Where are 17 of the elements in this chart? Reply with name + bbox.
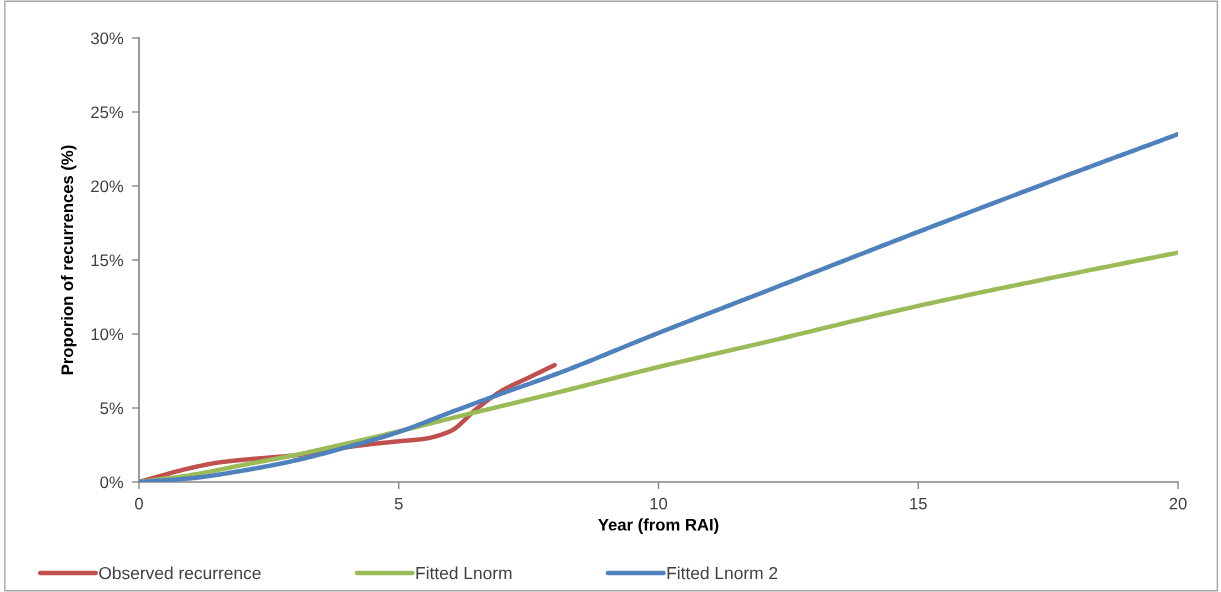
y-tick-label: 25% xyxy=(91,106,124,119)
y-axis-title: Proporion of recurrences (%) xyxy=(60,145,77,375)
y-tick-label: 30% xyxy=(91,32,124,45)
x-tick-label: 5 xyxy=(394,497,403,510)
y-tick-label: 10% xyxy=(91,328,124,341)
x-axis-title: Year (from RAI) xyxy=(598,518,719,534)
x-tick-label: 15 xyxy=(910,497,927,510)
y-tick-label: 0% xyxy=(100,476,124,489)
x-tick-label: 20 xyxy=(1169,497,1187,510)
legend-label: Fitted Lnorm 2 xyxy=(667,566,778,580)
y-tick-label: 20% xyxy=(91,180,124,193)
legend-label: Observed recurrence xyxy=(99,566,261,580)
x-tick-label: 0 xyxy=(135,497,143,510)
legend-label: Fitted Lnorm xyxy=(416,566,512,580)
y-tick-label: 5% xyxy=(100,402,124,415)
x-tick-label: 10 xyxy=(650,497,668,510)
y-tick-label: 15% xyxy=(91,254,124,267)
